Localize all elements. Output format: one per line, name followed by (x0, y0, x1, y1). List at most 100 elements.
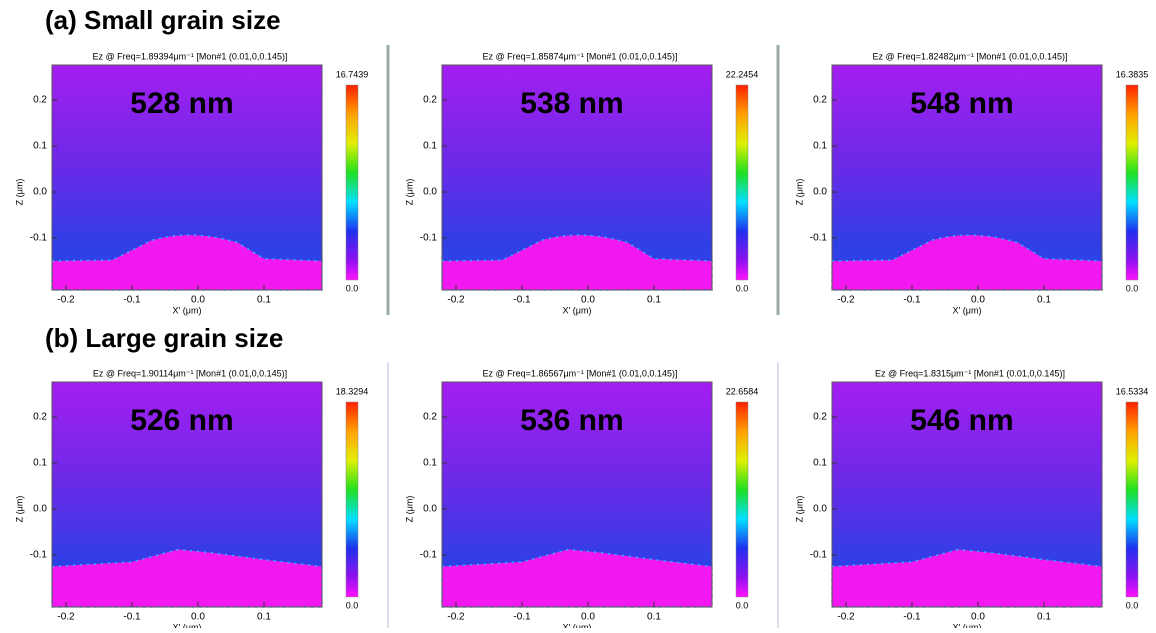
x-tick-label: 0.1 (1037, 612, 1051, 623)
x-tick-label: 0.1 (647, 295, 661, 306)
x-tick-label: -0.2 (837, 295, 855, 306)
x-tick-label: -0.1 (513, 612, 531, 623)
panel: Ez @ Freq=1.90114μm⁻¹ [Mon#1 (0.01,0,0.1… (14, 368, 369, 632)
y-tick-label: -0.1 (30, 233, 48, 244)
plot-frame (831, 381, 1103, 608)
y-tick-label: 0.1 (33, 141, 47, 152)
panel: Ez @ Freq=1.85874μm⁻¹ [Mon#1 (0.01,0,0.1… (404, 51, 758, 315)
colorbar-max: 16.3835 (1116, 69, 1149, 79)
metal-surface (831, 548, 1103, 608)
y-tick-label: -0.1 (420, 233, 438, 244)
colorbar (345, 401, 359, 598)
colorbar-min: 0.0 (346, 283, 359, 293)
y-axis-label: Z (μm) (404, 496, 414, 523)
x-tick-label: -0.1 (903, 295, 921, 306)
y-tick-label: 0.0 (423, 504, 437, 515)
y-tick-label: 0.2 (423, 95, 437, 106)
wavelength-label: 546 nm (910, 404, 1013, 437)
y-tick-label: 0.1 (423, 458, 437, 469)
colorbar (345, 84, 359, 281)
plot-frame (441, 64, 713, 291)
y-tick-label: 0.2 (423, 412, 437, 423)
wavelength-label: 536 nm (520, 404, 623, 437)
y-tick-label: 0.2 (813, 412, 827, 423)
x-tick-label: 0.0 (971, 612, 985, 623)
x-axis-label: X' (μm) (173, 305, 202, 315)
panel-title: Ez @ Freq=1.90114μm⁻¹ [Mon#1 (0.01,0,0.1… (93, 368, 287, 378)
colorbar (1125, 84, 1139, 281)
x-tick-label: -0.1 (513, 295, 531, 306)
x-tick-label: -0.2 (447, 612, 465, 623)
y-tick-label: 0.0 (813, 187, 827, 198)
x-tick-label: 0.0 (581, 612, 595, 623)
panel: Ez @ Freq=1.89394μm⁻¹ [Mon#1 (0.01,0,0.1… (14, 51, 368, 315)
wavelength-label: 528 nm (130, 87, 233, 120)
panel-title: Ez @ Freq=1.8315μm⁻¹ [Mon#1 (0.01,0,0.14… (875, 368, 1065, 378)
y-tick-label: 0.1 (423, 141, 437, 152)
plot-frame (831, 64, 1103, 291)
x-tick-label: 0.0 (191, 295, 205, 306)
panel-title: Ez @ Freq=1.86567μm⁻¹ [Mon#1 (0.01,0,0.1… (483, 368, 678, 378)
y-tick-label: 0.1 (33, 458, 47, 469)
y-tick-label: 0.2 (33, 412, 47, 423)
y-tick-label: -0.1 (810, 233, 828, 244)
x-tick-label: -0.1 (903, 612, 921, 623)
x-tick-label: 0.1 (257, 295, 271, 306)
y-axis-label: Z (μm) (14, 496, 24, 523)
panel: Ez @ Freq=1.82482μm⁻¹ [Mon#1 (0.01,0,0.1… (794, 51, 1148, 315)
x-axis-label: X' (μm) (953, 305, 982, 315)
x-axis-label: X' (μm) (173, 622, 202, 628)
y-axis-label: Z (μm) (404, 179, 414, 206)
colorbar-max: 18.3294 (336, 386, 369, 396)
panel-title: Ez @ Freq=1.82482μm⁻¹ [Mon#1 (0.01,0,0.1… (873, 51, 1068, 61)
y-tick-label: 0.1 (813, 141, 827, 152)
metal-surface (51, 234, 323, 291)
x-tick-label: 0.0 (581, 295, 595, 306)
y-axis-label: Z (μm) (794, 179, 804, 206)
y-tick-label: 0.0 (813, 504, 827, 515)
colorbar (735, 401, 749, 598)
y-tick-label: 0.2 (33, 95, 47, 106)
x-tick-label: -0.1 (123, 295, 141, 306)
y-tick-label: 0.0 (33, 187, 47, 198)
metal-surface (51, 548, 323, 608)
colorbar-min: 0.0 (736, 283, 749, 293)
colorbar (735, 84, 749, 281)
wavelength-label: 548 nm (910, 87, 1013, 120)
panel-title: Ez @ Freq=1.89394μm⁻¹ [Mon#1 (0.01,0,0.1… (93, 51, 288, 61)
x-axis-label: X' (μm) (563, 305, 592, 315)
x-tick-label: -0.2 (447, 295, 465, 306)
x-axis-label: X' (μm) (953, 622, 982, 628)
y-axis-label: Z (μm) (14, 179, 24, 206)
colorbar-min: 0.0 (1126, 283, 1139, 293)
plot-frame (51, 381, 323, 608)
y-tick-label: 0.0 (33, 504, 47, 515)
y-tick-label: 0.1 (813, 458, 827, 469)
colorbar-max: 22.2454 (726, 69, 759, 79)
colorbar-min: 0.0 (346, 600, 359, 610)
colorbar-max: 16.5334 (1116, 386, 1149, 396)
x-tick-label: 0.1 (1037, 295, 1051, 306)
colorbar-min: 0.0 (1126, 600, 1139, 610)
x-tick-label: -0.2 (57, 295, 75, 306)
x-tick-label: 0.0 (971, 295, 985, 306)
x-tick-label: 0.1 (647, 612, 661, 623)
y-axis-label: Z (μm) (794, 496, 804, 523)
y-tick-label: 0.0 (423, 187, 437, 198)
wavelength-label: 526 nm (130, 404, 233, 437)
metal-surface (441, 548, 713, 608)
x-tick-label: 0.0 (191, 612, 205, 623)
panel-title: Ez @ Freq=1.85874μm⁻¹ [Mon#1 (0.01,0,0.1… (483, 51, 678, 61)
metal-surface (441, 234, 713, 291)
x-tick-label: -0.1 (123, 612, 141, 623)
metal-surface (831, 234, 1103, 291)
plot-frame (441, 381, 713, 608)
panel: Ez @ Freq=1.8315μm⁻¹ [Mon#1 (0.01,0,0.14… (794, 368, 1149, 632)
x-tick-label: 0.1 (257, 612, 271, 623)
x-tick-label: -0.2 (837, 612, 855, 623)
plot-frame (51, 64, 323, 291)
x-tick-label: -0.2 (57, 612, 75, 623)
y-tick-label: 0.2 (813, 95, 827, 106)
section-heading: (a) Small grain size (45, 5, 281, 35)
